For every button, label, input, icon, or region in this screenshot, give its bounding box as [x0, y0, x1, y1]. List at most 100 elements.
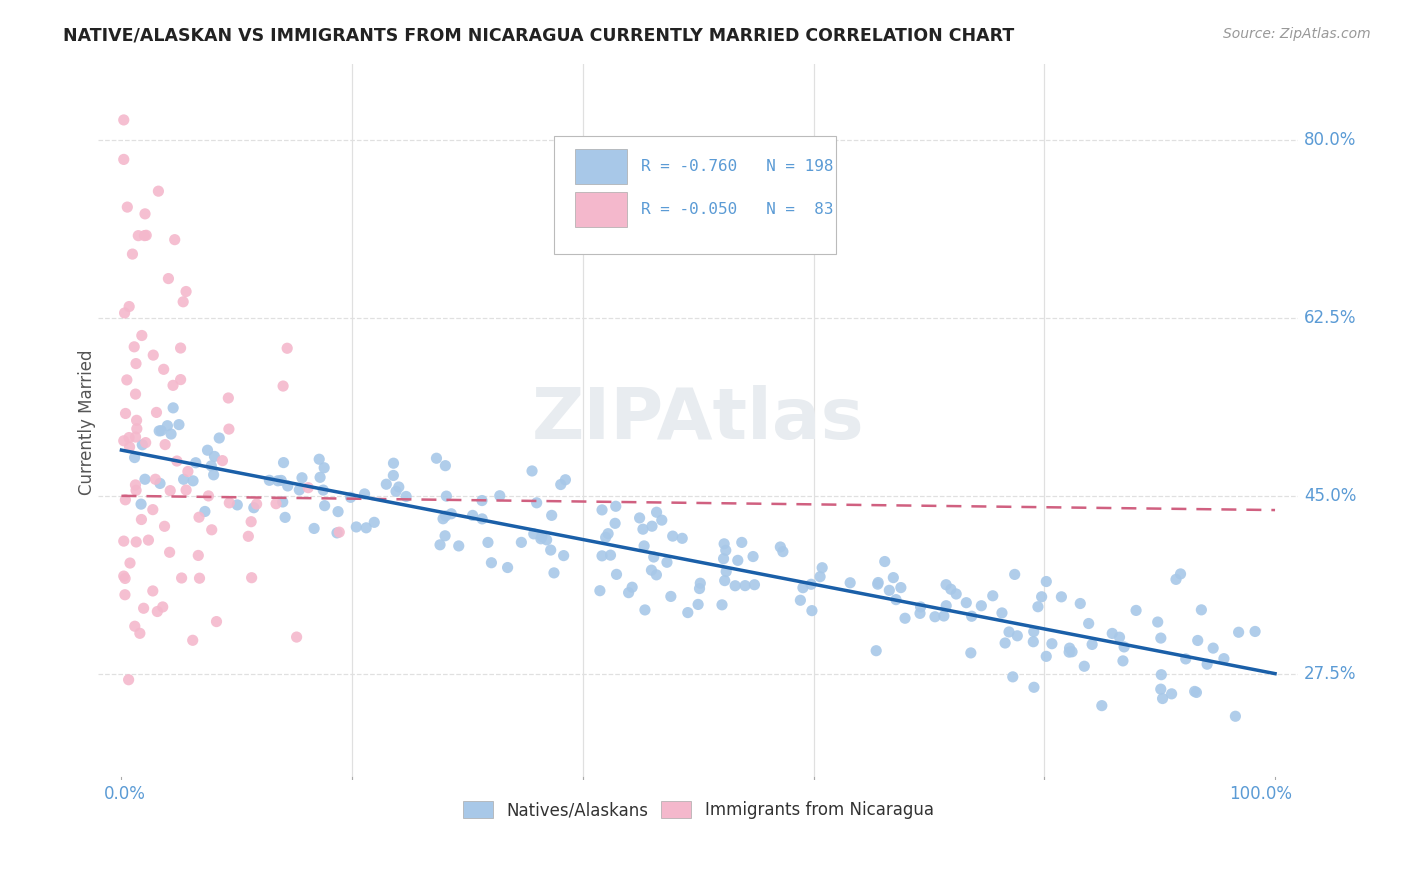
Point	[172, 294, 194, 309]
Y-axis label: Currently Married: Currently Married	[79, 350, 96, 495]
Point	[131, 512, 153, 526]
Point	[1031, 590, 1053, 604]
Point	[354, 521, 377, 535]
Point	[181, 474, 204, 488]
Point	[1225, 709, 1247, 723]
Point	[385, 484, 408, 499]
Point	[714, 543, 737, 558]
Point	[118, 556, 141, 570]
Point	[1081, 637, 1104, 651]
Point	[169, 373, 191, 387]
Point	[112, 153, 135, 167]
Point	[510, 535, 533, 549]
Point	[200, 458, 222, 473]
Point	[894, 611, 917, 625]
Point	[288, 483, 311, 497]
Point	[124, 619, 146, 633]
Point	[167, 417, 190, 432]
Point	[127, 228, 149, 243]
Point	[434, 489, 457, 503]
Point	[1059, 641, 1081, 656]
Point	[169, 341, 191, 355]
Point	[211, 453, 233, 467]
Point	[218, 422, 240, 436]
Point	[440, 507, 463, 521]
Point	[991, 606, 1014, 620]
Point	[866, 577, 889, 591]
Point	[1022, 681, 1045, 695]
Point	[868, 575, 890, 590]
Point	[131, 438, 153, 452]
Point	[998, 624, 1021, 639]
Point	[117, 200, 139, 214]
Point	[789, 593, 811, 607]
Point	[124, 387, 146, 401]
Point	[981, 589, 1004, 603]
Legend: Natives/Alaskans, Immigrants from Nicaragua: Natives/Alaskans, Immigrants from Nicara…	[456, 794, 941, 826]
Point	[591, 549, 613, 563]
Point	[1004, 567, 1026, 582]
Point	[118, 300, 141, 314]
Text: 45.0%: 45.0%	[1303, 487, 1357, 505]
Point	[150, 424, 173, 438]
Point	[800, 604, 823, 618]
Point	[309, 470, 332, 484]
Point	[363, 516, 385, 530]
Point	[1022, 624, 1045, 639]
Point	[114, 306, 136, 320]
Point	[353, 487, 375, 501]
Point	[134, 207, 156, 221]
Point	[1152, 691, 1174, 706]
Point	[218, 496, 240, 510]
Bar	[575, 193, 627, 227]
Point	[959, 646, 981, 660]
Point	[1114, 640, 1136, 654]
Text: 27.5%: 27.5%	[1303, 665, 1357, 682]
Point	[125, 357, 148, 371]
Point	[1022, 634, 1045, 648]
Point	[1244, 624, 1267, 639]
Point	[131, 328, 153, 343]
Point	[238, 529, 260, 543]
Point	[217, 391, 239, 405]
Point	[129, 497, 152, 511]
Point	[187, 549, 209, 563]
Point	[496, 560, 519, 574]
Point	[970, 599, 993, 613]
Point	[1227, 625, 1250, 640]
Point	[339, 491, 361, 505]
Text: NATIVE/ALASKAN VS IMMIGRANTS FROM NICARAGUA CURRENTLY MARRIED CORRELATION CHART: NATIVE/ALASKAN VS IMMIGRANTS FROM NICARA…	[63, 27, 1015, 45]
Point	[1184, 684, 1206, 698]
Point	[1185, 685, 1208, 699]
Point	[270, 474, 292, 488]
Point	[208, 431, 231, 445]
Point	[659, 590, 682, 604]
Point	[1174, 652, 1197, 666]
Point	[935, 577, 957, 591]
Point	[1001, 670, 1024, 684]
Point	[1060, 645, 1083, 659]
Point	[112, 569, 135, 583]
Point	[112, 434, 135, 448]
Point	[145, 405, 167, 419]
Point	[1164, 573, 1187, 587]
Point	[839, 575, 862, 590]
Point	[689, 576, 711, 591]
Point	[326, 525, 349, 540]
Point	[188, 571, 211, 585]
Point	[1170, 566, 1192, 581]
Point	[890, 581, 912, 595]
Point	[114, 571, 136, 585]
Point	[273, 456, 295, 470]
Point	[520, 464, 543, 478]
Point	[152, 362, 174, 376]
Point	[1189, 603, 1212, 617]
Point	[117, 673, 139, 687]
Point	[605, 500, 627, 514]
Point	[135, 228, 157, 243]
Point	[314, 460, 336, 475]
FancyBboxPatch shape	[554, 136, 837, 254]
Point	[481, 556, 503, 570]
Point	[142, 583, 165, 598]
Point	[205, 615, 228, 629]
